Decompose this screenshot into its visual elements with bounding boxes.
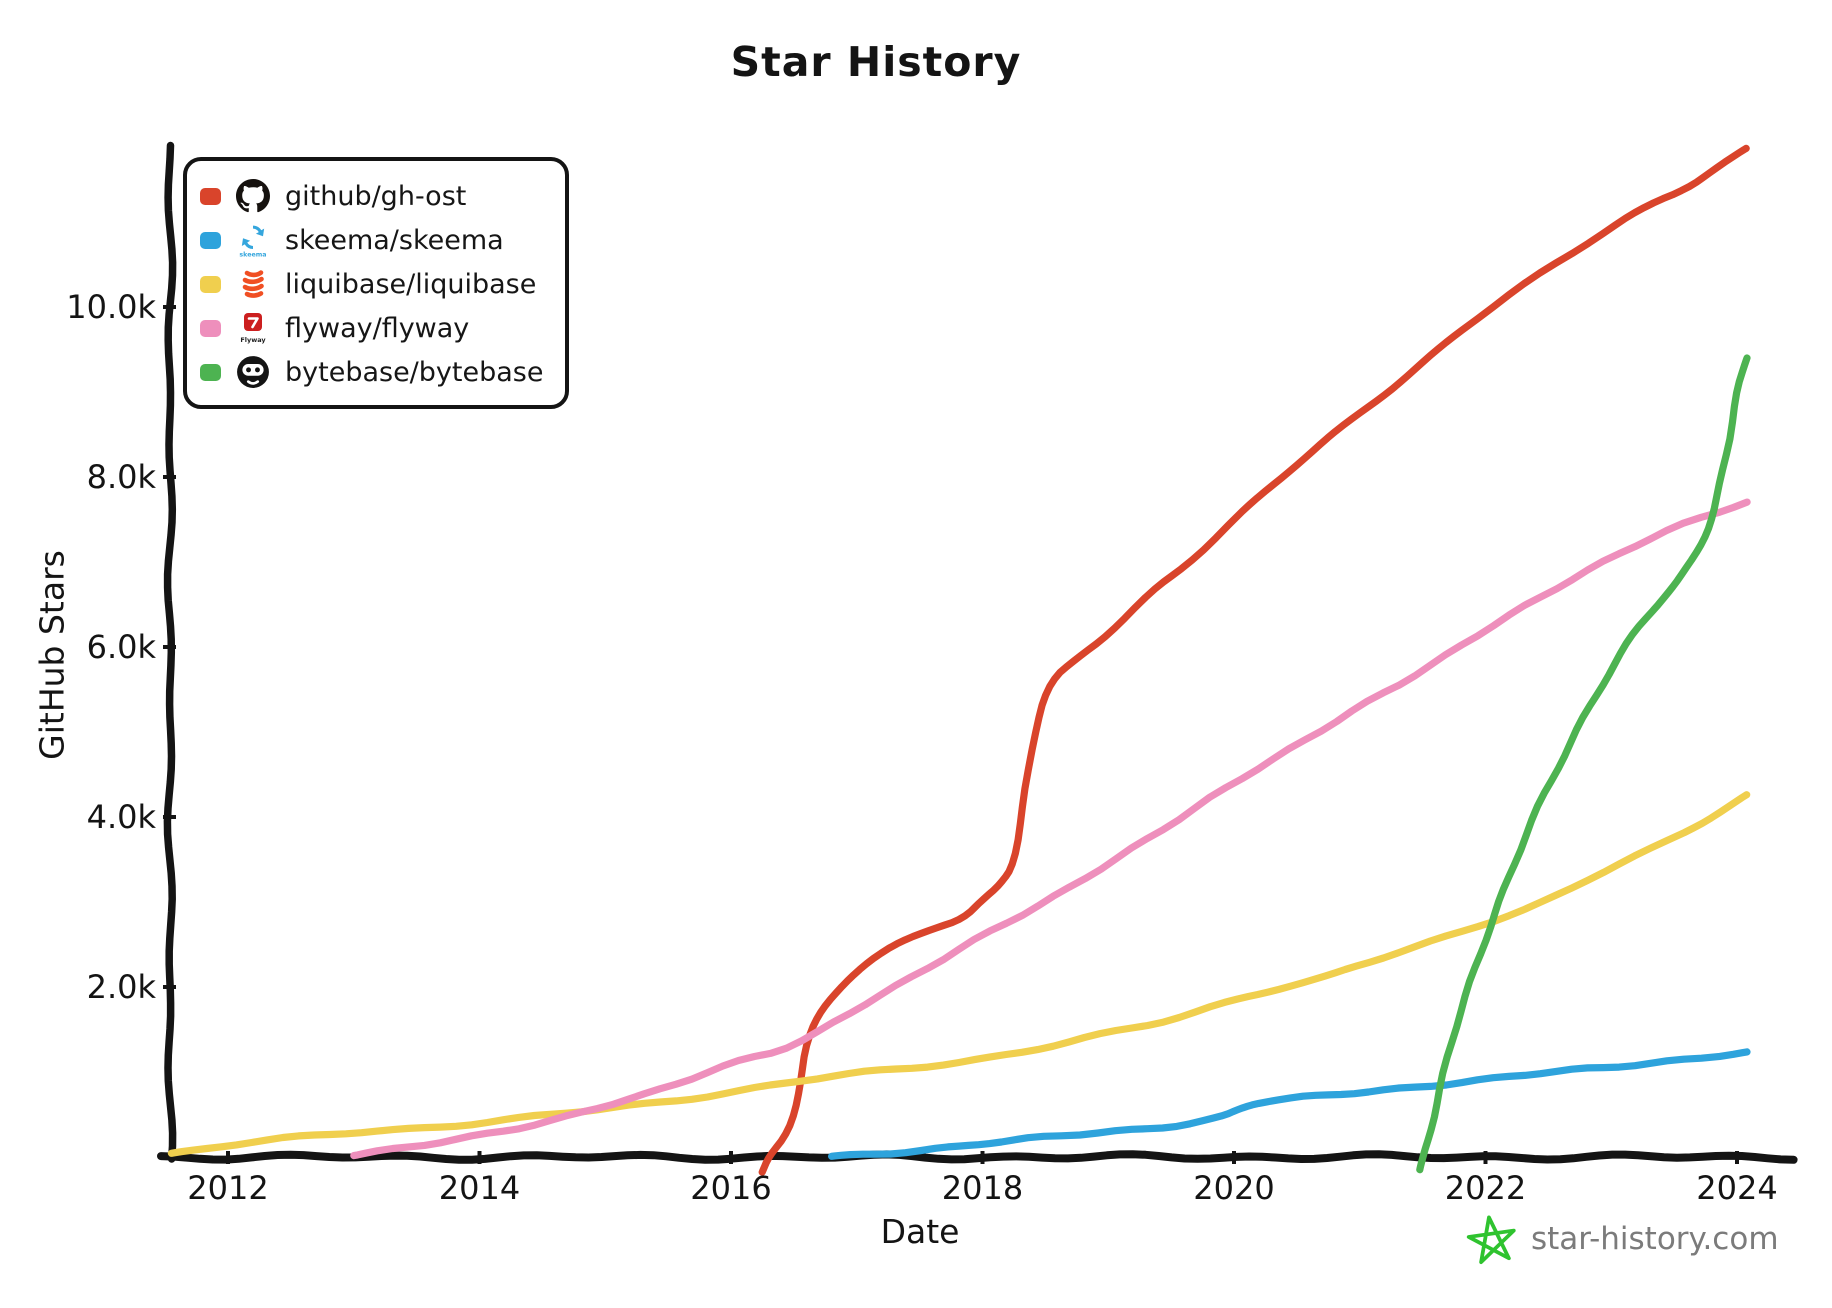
legend-swatch-gh-ost xyxy=(200,187,221,205)
x-axis-line xyxy=(157,1150,1798,1164)
legend-label-skeema: skeema/skeema xyxy=(285,224,504,256)
star-doodle-icon xyxy=(1466,1215,1516,1265)
y-axis-line xyxy=(163,141,177,1163)
legend-swatch-liquibase xyxy=(200,275,221,293)
legend-item-bytebase: bytebase/bytebase xyxy=(200,350,555,394)
liquibase-stack-icon xyxy=(234,267,272,301)
series-line-skeema xyxy=(828,1048,1751,1160)
skeema-sync-arrows-icon: skeema xyxy=(234,222,272,258)
watermark-text: star-history.com xyxy=(1531,1221,1779,1257)
legend-item-skeema: skeema skeema/skeema xyxy=(200,218,555,262)
watermark-link[interactable]: star-history.com xyxy=(1466,1213,1779,1265)
legend-item-flyway: Flyway flyway/flyway xyxy=(200,306,555,350)
legend-label-flyway: flyway/flyway xyxy=(285,312,470,344)
legend-item-liquibase: liquibase/liquibase xyxy=(200,262,555,306)
github-octocat-icon xyxy=(234,179,272,213)
legend: github/gh-ost skeema skeema/skeema xyxy=(183,157,569,409)
legend-item-gh-ost: github/gh-ost xyxy=(200,174,555,218)
bytebase-astronaut-icon xyxy=(234,355,272,389)
svg-text:skeema: skeema xyxy=(239,252,266,258)
y-axis-label: GitHub Stars xyxy=(32,550,72,760)
flyway-badge-icon: Flyway xyxy=(234,311,272,345)
legend-swatch-flyway xyxy=(200,319,221,337)
legend-label-liquibase: liquibase/liquibase xyxy=(285,268,537,300)
series-line-bytebase xyxy=(1416,354,1751,1174)
svg-text:Flyway: Flyway xyxy=(240,336,266,344)
legend-label-bytebase: bytebase/bytebase xyxy=(285,356,544,388)
series-line-liquibase xyxy=(167,791,1751,1157)
legend-label-gh-ost: github/gh-ost xyxy=(285,180,467,212)
series-line-gh-ost xyxy=(758,144,1750,1176)
series-line-flyway xyxy=(350,498,1751,1160)
legend-swatch-skeema xyxy=(200,231,221,249)
legend-swatch-bytebase xyxy=(200,363,221,381)
chart-title: Star History xyxy=(730,38,1022,86)
x-axis-label: Date xyxy=(880,1212,960,1251)
